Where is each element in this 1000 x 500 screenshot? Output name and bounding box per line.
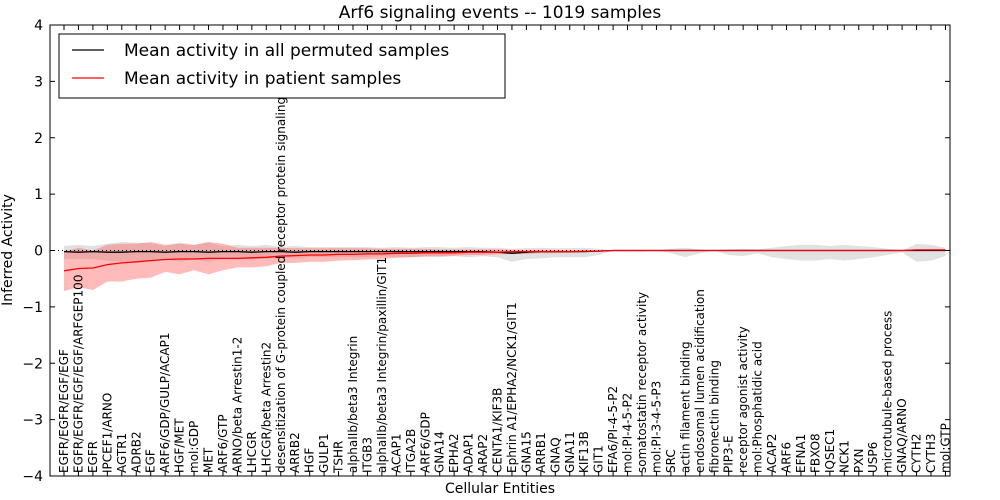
x-tick-label: GNA15 <box>519 431 533 473</box>
series-lines <box>63 249 946 272</box>
x-tick-label: CYTH3 <box>924 434 938 474</box>
chart-title: Arf6 signaling events -- 1019 samples <box>339 3 662 23</box>
x-tick-label: endosomal lumen acidification <box>693 289 707 473</box>
x-tick-label: mol:PI-3-4-5-P3 <box>649 381 663 473</box>
x-tick-label: EGFR/EGFR/EGF/EGF/ARFGEP100 <box>72 275 86 473</box>
x-tick-label: ARF6/GDP <box>418 412 432 473</box>
x-tick-label: alphaIIb/beta3 Integrin/paxillin/GIT1 <box>375 257 389 473</box>
y-axis-label: Inferred Activity <box>0 194 16 306</box>
x-tick-label: ADAP1 <box>462 433 476 473</box>
x-tick-label: ARAP2 <box>476 434 490 473</box>
legend: Mean activity in all permuted samples Me… <box>58 33 506 99</box>
x-tick-label: PIP3-E <box>722 435 736 473</box>
x-tick-label: alphaIIb/beta3 Integrin <box>346 336 360 473</box>
x-tick-label: mol:PI-4-5-P2 <box>621 393 635 473</box>
x-tick-label: EPHA2 <box>447 433 461 473</box>
confidence-band-patient <box>64 242 946 292</box>
x-tick-label: ACAP1 <box>389 434 403 473</box>
x-tick-label: PXN <box>852 449 866 473</box>
x-tick-label: ITGB3 <box>360 437 374 473</box>
x-tick-label: HGF <box>303 448 317 473</box>
x-tick-label: somatostatin receptor activity <box>635 292 649 473</box>
x-tick-label: ITGA2B <box>404 429 418 473</box>
x-tick-label: HGF/MET <box>173 418 187 473</box>
x-tick-label: ARRB2 <box>288 432 302 473</box>
y-tick-label: −1 <box>22 300 43 316</box>
x-tick-label: fibronectin binding <box>707 360 721 473</box>
x-tick-label: IQSEC1 <box>823 429 837 473</box>
x-tick-label: EGFR <box>86 441 100 473</box>
y-tick-label: 2 <box>34 131 43 147</box>
x-tick-label: receptor agonist activity <box>736 326 750 473</box>
legend-label-permuted: Mean activity in all permuted samples <box>124 41 449 61</box>
y-tick-label: −2 <box>22 356 43 372</box>
x-tick-label: FBXO8 <box>808 433 822 473</box>
x-tick-label: ARF6/GDP/GULP/ACAP1 <box>158 333 172 473</box>
x-tick-label: TSHR <box>332 441 346 474</box>
x-tick-label: ADRB2 <box>129 431 143 473</box>
x-tick-label: mol:GDP <box>187 421 201 473</box>
x-tick-label: GNA11 <box>563 431 577 473</box>
x-tick-label: KIF13B <box>577 431 591 473</box>
x-tick-label: ARRB1 <box>534 432 548 473</box>
x-tick-label: AGTR1 <box>115 433 129 473</box>
x-tick-label: mol:Phosphatidic acid <box>751 341 765 473</box>
confidence-bands <box>64 242 946 292</box>
x-tick-label: GULP1 <box>317 433 331 473</box>
x-tick-label: CYTH2 <box>910 434 924 474</box>
series-line-patient <box>63 249 946 272</box>
x-tick-label: LHCGR/beta Arrestin2 <box>259 342 273 473</box>
y-tick-label: −4 <box>22 469 43 485</box>
y-tick-label: 1 <box>34 187 43 203</box>
x-tick-label: ARNO/beta Arrestin1-2 <box>230 337 244 473</box>
x-tick-label: MET <box>202 447 216 473</box>
x-tick-label: GNAQ <box>548 437 562 473</box>
x-tick-label: GNA14 <box>433 431 447 473</box>
y-tick-label: −3 <box>22 413 43 429</box>
y-tick-label: 0 <box>34 244 43 260</box>
x-tick-label: GNAQ/ARNO <box>895 398 909 473</box>
x-tick-label: actin filament binding <box>678 341 692 473</box>
x-axis-label: Cellular Entities <box>445 481 555 497</box>
x-tick-label: ARF6 <box>780 442 794 473</box>
y-tick-label: 3 <box>34 74 43 90</box>
x-tick-label: GIT1 <box>592 445 606 473</box>
x-tick-label: CENTA1/KIF3B <box>491 388 505 473</box>
x-tick-label: EGF <box>144 449 158 473</box>
x-tick-label: microtubule-based process <box>881 311 895 473</box>
x-tick-label: USP6 <box>866 442 880 473</box>
legend-label-patient: Mean activity in patient samples <box>124 69 401 89</box>
x-tick-label: EFA6/PI-4-5-P2 <box>606 386 620 473</box>
y-tick-label: 4 <box>34 18 43 34</box>
x-tick-labels: EGFR/EGFR/EGF/EGF EGFR/EGFR/EGF/EGF/ARFGE… <box>57 42 952 474</box>
x-tick-label: EFNA1 <box>794 434 808 473</box>
legend-box <box>58 33 506 99</box>
x-tick-label: NCK1 <box>837 440 851 473</box>
x-axis-ticks <box>63 25 946 476</box>
x-tick-label: IPCEF1/ARNO <box>100 393 114 473</box>
x-tick-label: SRC <box>664 449 678 473</box>
x-tick-label: Ephrin A1/EPHA2/NCK1/GIT1 <box>505 302 519 473</box>
x-tick-label: desensitization of G-protein coupled rec… <box>274 42 288 473</box>
x-tick-label: ARF6/GTP <box>216 414 230 473</box>
x-tick-label: mol:GTP <box>938 423 952 473</box>
y-axis: 4 3 2 1 0 −1 −2 −3 −4 <box>22 18 950 485</box>
x-tick-label: LHCGR <box>245 431 259 473</box>
x-tick-label: ACAP2 <box>765 434 779 473</box>
x-tick-label: EGFR/EGFR/EGF/EGF <box>57 349 71 473</box>
